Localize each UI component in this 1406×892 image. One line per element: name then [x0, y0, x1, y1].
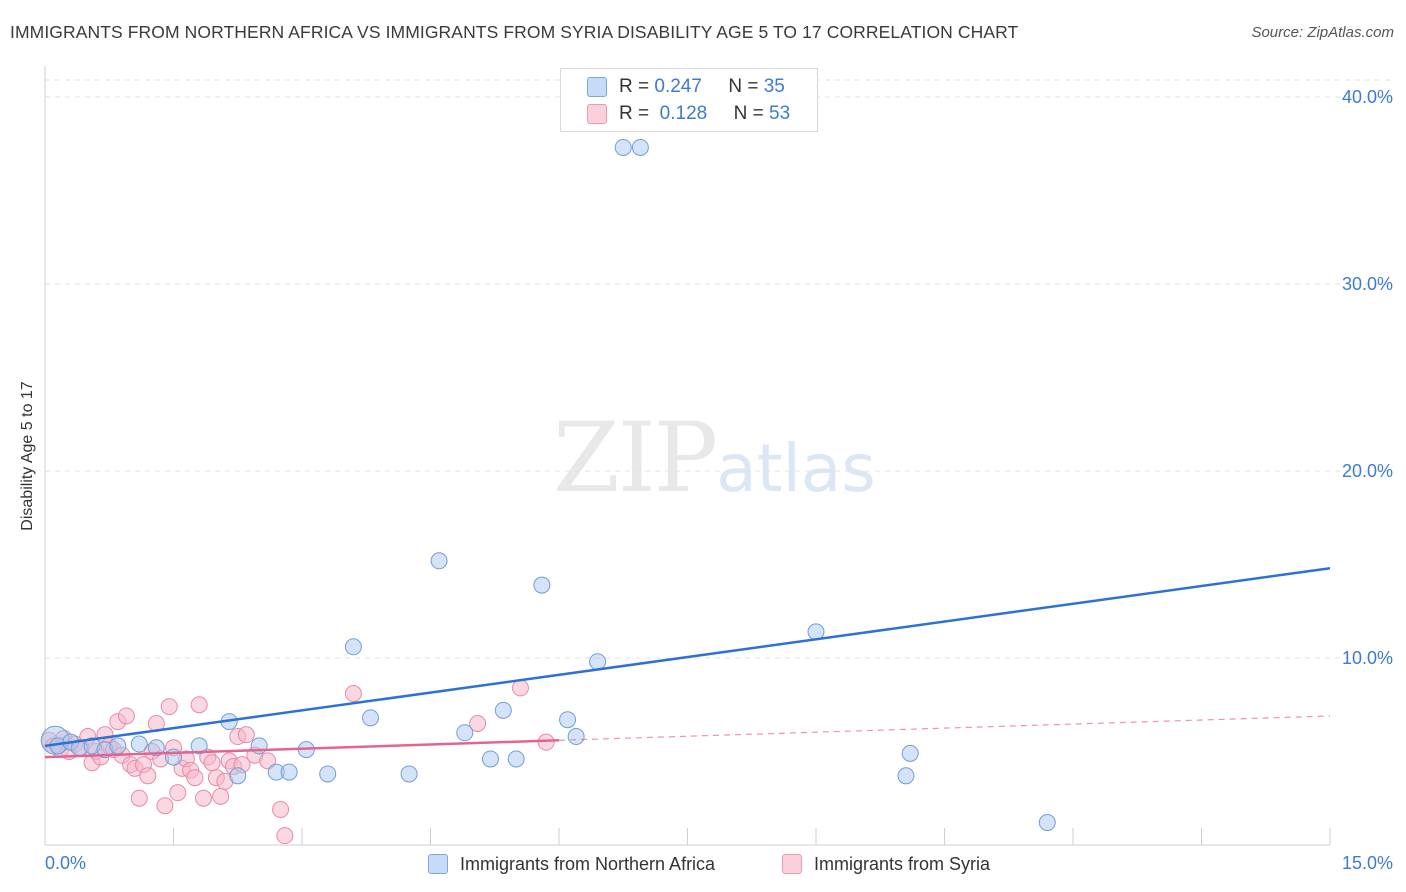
data-point-northern-africa	[494, 701, 512, 719]
data-point-syria	[139, 767, 157, 785]
x-tick-label-min: 0.0%	[45, 853, 86, 873]
data-point-northern-africa	[229, 767, 247, 785]
data-point-northern-africa	[130, 735, 148, 753]
trend-line-syria	[44, 739, 560, 759]
data-point-northern-africa	[344, 638, 362, 656]
data-point-northern-africa	[430, 552, 448, 570]
data-point-northern-africa	[190, 737, 208, 755]
source-label: Source: ZipAtlas.com	[1251, 24, 1394, 41]
data-point-syria	[194, 789, 212, 807]
data-point-syria	[203, 754, 221, 772]
data-point-northern-africa	[362, 709, 380, 727]
data-point-northern-africa	[589, 653, 607, 671]
series-northern-africa-points	[40, 138, 1056, 832]
data-point-northern-africa	[147, 739, 165, 757]
data-point-syria	[469, 714, 487, 732]
data-point-syria	[130, 789, 148, 807]
data-point-syria	[259, 752, 277, 770]
legend-r-value: 0.247	[654, 76, 702, 97]
data-point-northern-africa	[280, 763, 298, 781]
legend-n-value: 53	[769, 103, 791, 124]
bottom-legend-syria: Immigrants from Syria	[782, 852, 990, 876]
data-point-syria	[272, 800, 290, 818]
legend-r-label: R =	[619, 76, 650, 97]
bottom-legend-label: Immigrants from Syria	[814, 853, 991, 874]
data-point-syria	[156, 797, 174, 815]
data-point-syria	[511, 679, 529, 697]
y-tick-label: 30.0%	[1342, 274, 1393, 294]
data-point-northern-africa	[559, 711, 577, 729]
data-point-northern-africa	[614, 138, 632, 156]
y-tick-label: 10.0%	[1342, 648, 1393, 668]
tick-labels: 10.0% 20.0% 30.0% 40.0% 0.0% 15.0%	[45, 87, 1393, 873]
data-point-syria	[160, 698, 178, 716]
chart-title: IMMIGRANTS FROM NORTHERN AFRICA VS IMMIG…	[10, 22, 1019, 42]
data-point-northern-africa	[901, 744, 919, 762]
data-point-syria	[237, 726, 255, 744]
data-point-northern-africa	[109, 737, 127, 755]
data-point-northern-africa	[567, 728, 585, 746]
data-point-northern-africa	[456, 724, 474, 742]
bottom-legend-northern-africa: Immigrants from Northern Africa	[428, 852, 715, 876]
grid-lines	[45, 79, 1395, 659]
bottom-legend-label: Immigrants from Northern Africa	[460, 853, 716, 874]
bottom-legend-swatch-pink	[782, 854, 802, 874]
data-point-northern-africa	[1038, 814, 1056, 832]
data-point-syria	[276, 827, 294, 845]
legend-swatch-pink	[587, 104, 607, 124]
data-point-northern-africa	[400, 765, 418, 783]
legend-r-label: R =	[619, 103, 650, 124]
legend-r-value: 0.128	[659, 103, 708, 124]
y-tick-label: 40.0%	[1342, 87, 1393, 107]
data-point-syria	[537, 733, 555, 751]
legend-n-label: N =	[728, 76, 759, 97]
data-point-syria	[186, 769, 204, 787]
legend-n-label: N =	[733, 103, 764, 124]
data-point-northern-africa	[897, 767, 915, 785]
trend-line-northern-africa	[44, 567, 1331, 748]
data-point-syria	[169, 784, 187, 802]
bottom-legend-swatch-blue	[428, 854, 448, 874]
axes	[44, 66, 1331, 846]
data-point-northern-africa	[533, 576, 551, 594]
data-point-syria	[190, 696, 208, 714]
data-point-syria	[212, 787, 230, 805]
y-tick-label: 20.0%	[1342, 461, 1393, 481]
trend-line-syria-extension	[558, 715, 1331, 741]
legend-n-value: 35	[763, 76, 785, 97]
data-point-northern-africa	[631, 138, 649, 156]
x-tick-label-max: 15.0%	[1342, 853, 1393, 873]
data-point-northern-africa	[319, 765, 337, 783]
legend-swatch-blue	[587, 77, 607, 97]
watermark-logo: ZIPatlas	[553, 402, 876, 514]
data-point-northern-africa	[507, 750, 525, 768]
trend-lines	[44, 567, 1331, 759]
data-point-northern-africa	[481, 750, 499, 768]
data-point-syria	[117, 707, 135, 725]
correlation-legend: R = 0.247 N = 35 R = 0.128 N = 53	[560, 68, 818, 132]
series-syria-points	[40, 679, 555, 845]
data-point-syria	[344, 685, 362, 703]
